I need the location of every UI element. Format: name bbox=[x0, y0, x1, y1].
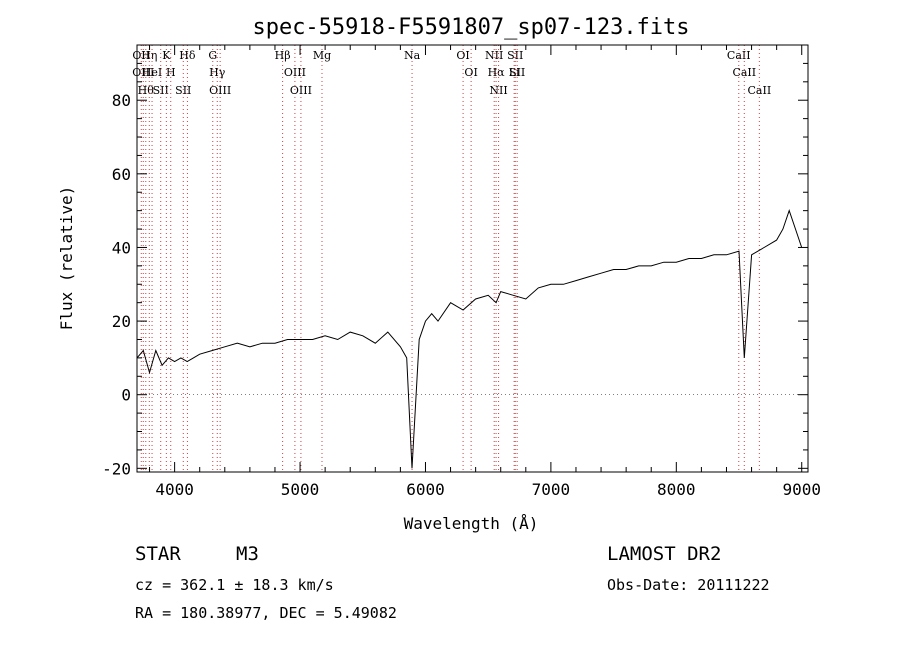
line-label: Mg bbox=[313, 49, 331, 62]
y-tick-label: 20 bbox=[112, 312, 131, 331]
line-label: OI bbox=[456, 49, 469, 62]
line-label: Hθ bbox=[138, 84, 155, 97]
line-label: OIII bbox=[209, 84, 231, 97]
y-tick-label: -20 bbox=[102, 459, 131, 478]
line-label: CaII bbox=[727, 49, 751, 62]
line-label: OIII bbox=[290, 84, 312, 97]
y-tick-label: 40 bbox=[112, 238, 131, 257]
line-label: K bbox=[162, 49, 171, 62]
line-label: Hβ bbox=[275, 49, 291, 62]
line-label: NII bbox=[489, 84, 507, 97]
line-label: Hα bbox=[488, 66, 506, 79]
survey-release: LAMOST DR2 bbox=[607, 543, 722, 565]
chart-title: spec-55918-F5591807_sp07-123.fits bbox=[252, 15, 689, 40]
line-label: Hγ bbox=[209, 66, 226, 79]
sky-coordinates: RA = 180.38977, DEC = 5.49082 bbox=[135, 604, 397, 622]
line-label: HeI bbox=[142, 66, 162, 79]
line-label: Na bbox=[404, 49, 421, 62]
line-label: H bbox=[166, 66, 176, 79]
line-label: NII bbox=[485, 49, 503, 62]
y-axis-label: Flux (relative) bbox=[57, 186, 76, 331]
line-label: Li bbox=[509, 66, 520, 79]
redshift-velocity: cz = 362.1 ± 18.3 km/s bbox=[135, 576, 334, 594]
line-label: Hδ bbox=[179, 49, 196, 62]
x-tick-label: 4000 bbox=[155, 480, 194, 499]
line-label: G bbox=[208, 49, 217, 62]
x-tick-label: 8000 bbox=[657, 480, 696, 499]
observation-date: Obs-Date: 20111222 bbox=[607, 576, 770, 594]
x-tick-label: 9000 bbox=[782, 480, 821, 499]
line-label: Hη bbox=[141, 49, 157, 62]
line-label: SII bbox=[153, 84, 169, 97]
spectrum-trace bbox=[136, 209, 803, 469]
y-tick-label: 80 bbox=[112, 91, 131, 110]
y-tick-label: 0 bbox=[121, 386, 131, 405]
line-label: OIII bbox=[284, 66, 306, 79]
line-label: OI bbox=[464, 66, 477, 79]
line-label: SII bbox=[175, 84, 191, 97]
plot-frame bbox=[136, 44, 809, 473]
line-label: CaII bbox=[748, 84, 772, 97]
object-class: STAR bbox=[135, 543, 181, 565]
x-tick-label: 5000 bbox=[281, 480, 320, 499]
x-tick-label: 7000 bbox=[532, 480, 571, 499]
line-label: SII bbox=[509, 66, 525, 79]
object-subclass: M3 bbox=[236, 543, 259, 565]
line-label: SII bbox=[507, 49, 523, 62]
x-tick-label: 6000 bbox=[406, 480, 445, 499]
y-tick-label: 60 bbox=[112, 165, 131, 184]
line-label: CaII bbox=[732, 66, 756, 79]
line-label: OIII bbox=[132, 66, 154, 79]
x-axis-label: Wavelength (Å) bbox=[404, 514, 539, 533]
